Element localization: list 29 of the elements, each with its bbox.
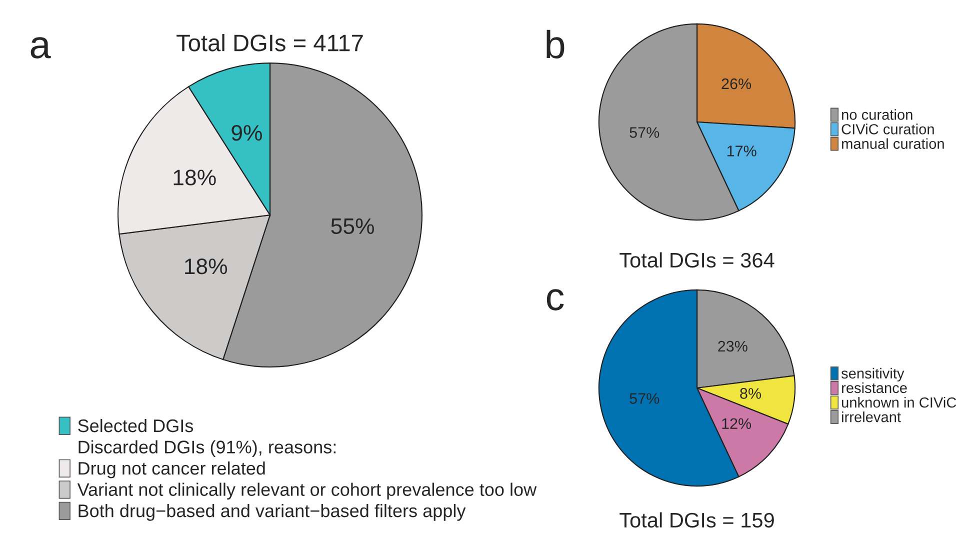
legend-label: unknown in CIViC [842, 396, 956, 408]
legend-label: manual curation [842, 138, 944, 149]
text: Total DGIs = 364 [620, 252, 774, 268]
legend-label: no curation [842, 109, 912, 120]
data-label: 17% [727, 146, 756, 156]
legend-label: resistance [842, 382, 907, 394]
data-label: 9% [232, 124, 262, 141]
text: b [546, 30, 564, 58]
data-label: 57% [630, 127, 660, 138]
text: Total DGIs = 159 [620, 512, 774, 528]
legend-label: CIViC curation [842, 124, 934, 134]
data-label: 26% [722, 78, 752, 90]
data-label: 18% [174, 170, 216, 186]
data-label: 8% [740, 388, 761, 399]
text: a [30, 37, 51, 58]
text: c [546, 289, 564, 310]
legend-label: sensitivity [841, 368, 904, 382]
legend-label: irrelevant [842, 412, 901, 422]
legend-label: Selected DGIs [78, 418, 194, 432]
legend-label: Both drug−based and variant−based filters apply [78, 504, 466, 521]
data-label: 55% [331, 218, 374, 234]
legend-label: Variant not clinically relevant or cohort prevalence too low [77, 482, 537, 500]
data-label: 18% [185, 258, 228, 274]
data-label: 12% [722, 418, 752, 429]
legend-label: Drug not cancer related [78, 461, 265, 478]
chart-title: Total DGIs = 4117 [176, 34, 363, 52]
legend-title: Discarded DGIs (91%), reasons: [78, 440, 336, 458]
data-label: 23% [718, 340, 748, 352]
data-label: 57% [630, 393, 660, 404]
